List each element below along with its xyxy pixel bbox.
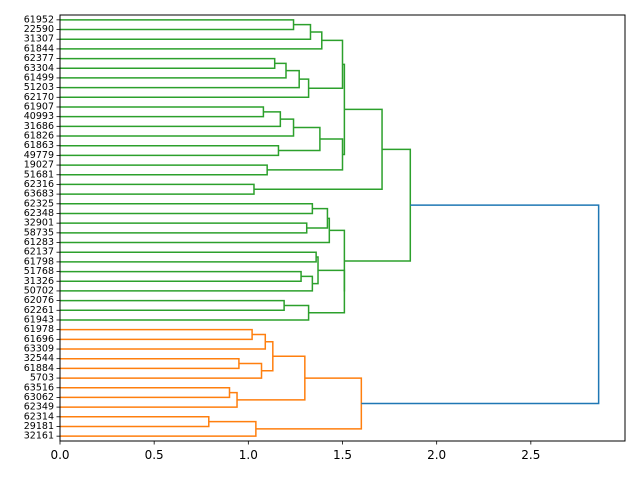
leaf-label: 61943: [24, 314, 54, 325]
leaf-label: 62348: [24, 208, 54, 219]
leaf-label: 49779: [24, 150, 54, 161]
x-tick-label: 0.0: [50, 448, 69, 462]
dendrogram-branches: [60, 19, 600, 437]
leaf-label: 61978: [24, 324, 54, 335]
leaf-label: 61844: [24, 43, 54, 54]
dendrogram-link-3: [60, 57, 276, 69]
leaf-label: 61884: [24, 363, 54, 374]
leaf-label: 32544: [24, 353, 54, 364]
dendrogram-link-0: [60, 19, 295, 31]
dendrogram-link-29: [329, 229, 346, 292]
dendrogram-link-16: [60, 183, 255, 195]
x-axis: 0.0 0.5 1.0 1.5 2.0 2.5: [50, 441, 540, 462]
dendrogram-link-36: [60, 387, 231, 399]
dendrogram-link-26: [60, 299, 285, 312]
dendrogram-link-30: [344, 148, 412, 262]
dendrogram-link-1: [60, 23, 312, 40]
leaf-label: 22590: [24, 24, 54, 35]
leaf-label: 51768: [24, 266, 54, 277]
dendrogram-link-32: [60, 333, 267, 350]
dendrogram-link-37: [60, 391, 238, 408]
dendrogram-link-41: [255, 377, 363, 430]
leaf-label: 31326: [24, 276, 54, 287]
leaf-label: 62316: [24, 179, 54, 190]
leaf-label: 63516: [24, 382, 54, 393]
dendrogram-link-42: [361, 204, 600, 405]
dendrogram-link-20: [306, 207, 329, 229]
dendrogram-link-24: [60, 275, 314, 292]
leaf-label: 62325: [24, 198, 54, 209]
dendrogram-link-9: [60, 111, 282, 128]
leaf-label: 62377: [24, 53, 54, 64]
leaf-label: 62349: [24, 402, 54, 413]
leaf-label: 63683: [24, 189, 54, 200]
leaf-label: 5703: [30, 373, 54, 384]
dendrogram-link-35: [261, 341, 274, 372]
dendrogram-link-38: [237, 355, 306, 401]
leaf-labels: 6195222590313076184462377633046149951203…: [24, 14, 60, 442]
dendrogram-link-22: [60, 251, 317, 263]
leaf-label: 61499: [24, 72, 54, 83]
dendrogram-link-15: [342, 63, 346, 156]
leaf-label: 61283: [24, 237, 54, 248]
dendrogram-link-11: [60, 144, 280, 157]
dendrogram-link-7: [308, 39, 344, 89]
dendrogram-link-27: [60, 304, 310, 321]
x-tick-label: 0.5: [145, 448, 164, 462]
dendrogram-link-8: [60, 106, 265, 118]
leaf-label: 63062: [24, 392, 54, 403]
leaf-label: 51681: [24, 169, 54, 180]
dendrogram-link-25: [312, 256, 319, 285]
leaf-label: 19027: [24, 160, 54, 171]
dendrogram-link-17: [253, 108, 383, 191]
leaf-label: 62076: [24, 295, 54, 306]
leaf-label: 40993: [24, 111, 54, 122]
dendrogram-link-4: [60, 62, 287, 79]
leaf-label: 61798: [24, 256, 54, 267]
leaf-label: 61907: [24, 101, 54, 112]
leaf-label: 32161: [24, 431, 54, 442]
dendrogram-link-34: [60, 362, 263, 379]
leaf-label: 62170: [24, 92, 54, 103]
dendrogram-link-10: [60, 118, 295, 137]
leaf-label: 61826: [24, 131, 54, 142]
leaf-label: 61696: [24, 334, 54, 345]
leaf-label: 61952: [24, 14, 54, 25]
leaf-label: 62314: [24, 411, 54, 422]
x-tick-label: 2.0: [427, 448, 446, 462]
leaf-label: 32901: [24, 218, 54, 229]
x-tick-label: 2.5: [521, 448, 540, 462]
leaf-label: 62261: [24, 305, 54, 316]
dendrogram-link-40: [60, 420, 257, 437]
leaf-label: 50702: [24, 285, 54, 296]
leaf-label: 63309: [24, 344, 54, 355]
dendrogram-link-13: [60, 164, 268, 176]
x-tick-label: 1.0: [239, 448, 258, 462]
dendrogram-link-33: [60, 357, 240, 370]
leaf-label: 62137: [24, 247, 54, 258]
dendrogram-link-28: [308, 269, 346, 314]
dendrogram-link-39: [60, 416, 210, 428]
dendrogram-link-5: [60, 69, 300, 89]
leaf-label: 31307: [24, 34, 54, 45]
dendrogram-link-23: [60, 270, 302, 282]
dendrogram-link-12: [278, 126, 321, 152]
leaf-label: 61863: [24, 140, 54, 151]
dendrogram-link-19: [60, 222, 308, 234]
dendrogram-link-21: [60, 217, 331, 244]
leaf-label: 58735: [24, 227, 54, 238]
dendrogram-link-31: [60, 328, 253, 341]
leaf-label: 29181: [24, 421, 54, 432]
x-tick-label: 1.5: [333, 448, 352, 462]
leaf-label: 51203: [24, 82, 54, 93]
dendrogram-link-18: [60, 203, 314, 215]
dendrogram-link-2: [60, 31, 323, 50]
leaf-label: 31686: [24, 121, 54, 132]
leaf-label: 63304: [24, 63, 54, 74]
